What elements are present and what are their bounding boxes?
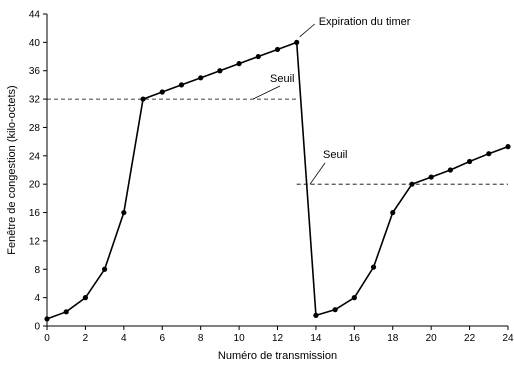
data-point (255, 53, 261, 60)
y-axis-title: Fenêtre de congestion (kilo-octets) (6, 85, 18, 254)
x-tick-label: 10 (234, 333, 246, 344)
y-tick-label: 16 (29, 208, 41, 219)
data-point (505, 144, 511, 150)
y-tick-label: 20 (29, 180, 41, 191)
data-point (313, 312, 319, 318)
threshold-label: Seuil (270, 73, 294, 85)
x-tick-label: 20 (426, 333, 438, 344)
x-tick-label: 0 (44, 333, 50, 344)
y-tick-label: 32 (29, 95, 41, 106)
data-point (121, 209, 127, 216)
y-tick-label: 0 (34, 322, 40, 333)
data-point (294, 39, 300, 45)
data-point (428, 174, 434, 180)
data-point (390, 209, 396, 216)
y-tick-label: 8 (34, 265, 40, 276)
data-point (236, 61, 242, 67)
data-point (44, 316, 50, 322)
data-point (274, 46, 281, 53)
x-tick-label: 16 (349, 333, 361, 344)
data-point (447, 167, 453, 173)
data-point (159, 89, 165, 95)
data-point (486, 151, 492, 157)
data-point (140, 96, 146, 102)
data-point (82, 295, 89, 301)
y-tick-label: 44 (29, 10, 41, 21)
y-tick-label: 12 (29, 236, 41, 247)
data-point (370, 264, 377, 270)
x-tick-label: 22 (464, 333, 476, 344)
x-tick-label: 14 (310, 333, 322, 344)
thresholds: Seuil Seuil (47, 73, 508, 185)
x-tick-label: 8 (198, 333, 204, 344)
y-tick-label: 40 (29, 38, 41, 49)
threshold-pointer (309, 162, 326, 185)
x-tick-label: 24 (502, 333, 514, 344)
data-point (351, 295, 357, 301)
y-tick-label: 28 (29, 123, 41, 134)
data-point (409, 181, 415, 187)
data-point (102, 266, 108, 272)
annotation-pointer (299, 23, 315, 38)
annotations: Expiration du timer (299, 16, 411, 38)
data-point (466, 158, 473, 165)
data-point (63, 309, 69, 315)
threshold-pointer (252, 85, 281, 100)
axes (46, 14, 508, 327)
y-tick-label: 36 (29, 66, 41, 77)
y-tick-label: 4 (34, 293, 40, 304)
y-tick-label: 24 (29, 151, 41, 162)
x-tick-label: 6 (159, 333, 165, 344)
ticks: 0 2 4 6 8 10 12 14 16 18 20 22 240481216202428323640… (29, 10, 514, 345)
x-tick-label: 12 (272, 333, 284, 344)
series-group (44, 39, 511, 322)
x-axis-title: Numéro de transmission (218, 350, 337, 362)
data-point (178, 82, 185, 88)
data-point (332, 307, 338, 313)
threshold-label: Seuil (323, 149, 347, 161)
x-tick-label: 4 (121, 333, 127, 344)
annotation-label: Expiration du timer (319, 16, 411, 28)
x-tick-label: 2 (83, 333, 89, 344)
x-tick-label: 18 (387, 333, 399, 344)
data-point (217, 68, 223, 74)
data-point (198, 75, 204, 81)
